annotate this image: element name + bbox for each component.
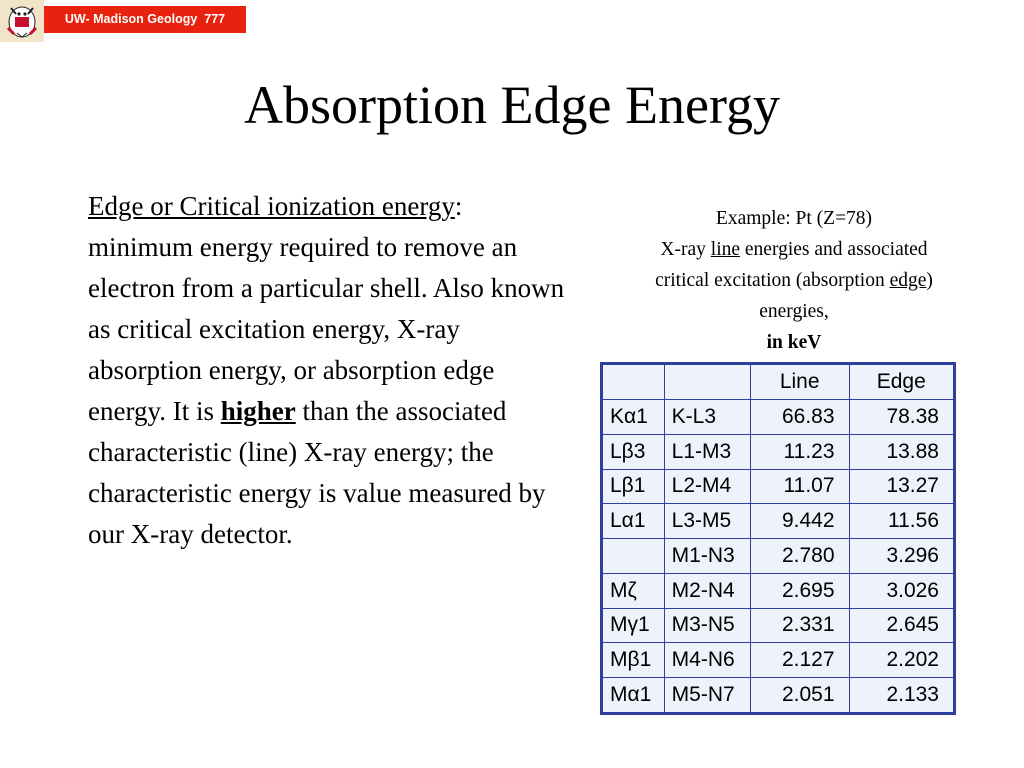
table-row: Lα1 L3-M5 9.442 11.56 — [602, 503, 955, 540]
slide-title: Absorption Edge Energy — [244, 75, 780, 135]
cell-symbol: Mζ — [602, 572, 665, 609]
caption-example: Example: Pt (Z=78) — [715, 208, 873, 229]
cell-symbol: Lβ3 — [602, 433, 665, 470]
cell-symbol: Mγ1 — [602, 607, 665, 644]
cell-transition: M3-N5 — [663, 607, 751, 644]
cell-edge: 78.38 — [848, 399, 955, 435]
cell-edge: 3.296 — [848, 538, 955, 574]
caption-units: in keV — [766, 332, 822, 353]
cell-line: 11.07 — [749, 468, 850, 505]
cell-transition: M1-N3 — [663, 538, 751, 574]
table-row: Mγ1 M3-N5 2.331 2.645 — [602, 607, 955, 644]
cell-edge: 2.202 — [848, 642, 955, 679]
cell-symbol: Kα1 — [602, 399, 665, 435]
caption-line-word: line — [710, 239, 741, 260]
definition-paragraph: Edge or Critical ionization energy: mini… — [88, 186, 568, 555]
cell-transition: M2-N4 — [663, 572, 751, 609]
cell-line: 2.051 — [749, 677, 850, 713]
table-row: Kα1 K-L3 66.83 78.38 — [602, 399, 955, 435]
cell-line: 2.331 — [749, 607, 850, 644]
caption-after-edge: ) energies, — [759, 270, 933, 322]
table-row: Lβ3 L1-M3 11.23 13.88 — [602, 433, 955, 470]
cell-line: 11.23 — [749, 433, 850, 470]
cell-edge: 11.56 — [848, 503, 955, 540]
cell-transition: L2-M4 — [663, 468, 751, 505]
table-caption: Example: Pt (Z=78) X-ray line energies a… — [634, 203, 954, 358]
definition-text-1: : minimum energy required to remove an e… — [88, 191, 565, 426]
emphasis-higher: higher — [220, 396, 296, 426]
cell-transition: L3-M5 — [663, 503, 751, 540]
cell-line: 66.83 — [749, 399, 850, 435]
definition-term: Edge or Critical ionization energy — [88, 191, 455, 221]
caption-after-line: energies and associated critical excitat… — [655, 239, 928, 291]
course-badge: UW- Madison Geology 777 — [44, 6, 246, 33]
cell-edge: 3.026 — [848, 572, 955, 609]
cell-transition: M5-N7 — [663, 677, 751, 713]
cell-symbol: Mα1 — [602, 677, 665, 713]
table-row: Lβ1 L2-M4 11.07 13.27 — [602, 468, 955, 505]
cell-transition: L1-M3 — [663, 433, 751, 470]
energy-table: Line Edge Kα1 K-L3 66.83 78.38 Lβ3 L1-M3… — [602, 364, 955, 713]
cell-symbol — [602, 538, 665, 574]
header-edge: Edge — [848, 364, 955, 400]
cell-symbol: Lβ1 — [602, 468, 665, 505]
header-symbol — [602, 364, 665, 400]
cell-transition: K-L3 — [663, 399, 751, 435]
table-row: Mβ1 M4-N6 2.127 2.202 — [602, 642, 955, 679]
caption-edge-word: edge — [889, 270, 927, 291]
caption-xray: X-ray — [660, 239, 711, 260]
table-row: Mα1 M5-N7 2.051 2.133 — [602, 677, 955, 713]
table-row: M1-N3 2.780 3.296 — [602, 538, 955, 574]
table-row: Mζ M2-N4 2.695 3.026 — [602, 572, 955, 609]
cell-line: 9.442 — [749, 503, 850, 540]
cell-line: 2.780 — [749, 538, 850, 574]
table-header-row: Line Edge — [602, 364, 955, 400]
cell-line: 2.695 — [749, 572, 850, 609]
cell-transition: M4-N6 — [663, 642, 751, 679]
header-transition — [663, 364, 751, 400]
energy-table-container: Line Edge Kα1 K-L3 66.83 78.38 Lβ3 L1-M3… — [600, 362, 956, 715]
cell-symbol: Lα1 — [602, 503, 665, 540]
cell-edge: 2.133 — [848, 677, 955, 713]
cell-line: 2.127 — [749, 642, 850, 679]
cell-edge: 2.645 — [848, 607, 955, 644]
badger-logo — [0, 0, 44, 42]
header-line: Line — [749, 364, 850, 400]
cell-edge: 13.27 — [848, 468, 955, 505]
cell-edge: 13.88 — [848, 433, 955, 470]
definition-text-2: than the associated characteristic (line… — [88, 396, 546, 549]
cell-symbol: Mβ1 — [602, 642, 665, 679]
